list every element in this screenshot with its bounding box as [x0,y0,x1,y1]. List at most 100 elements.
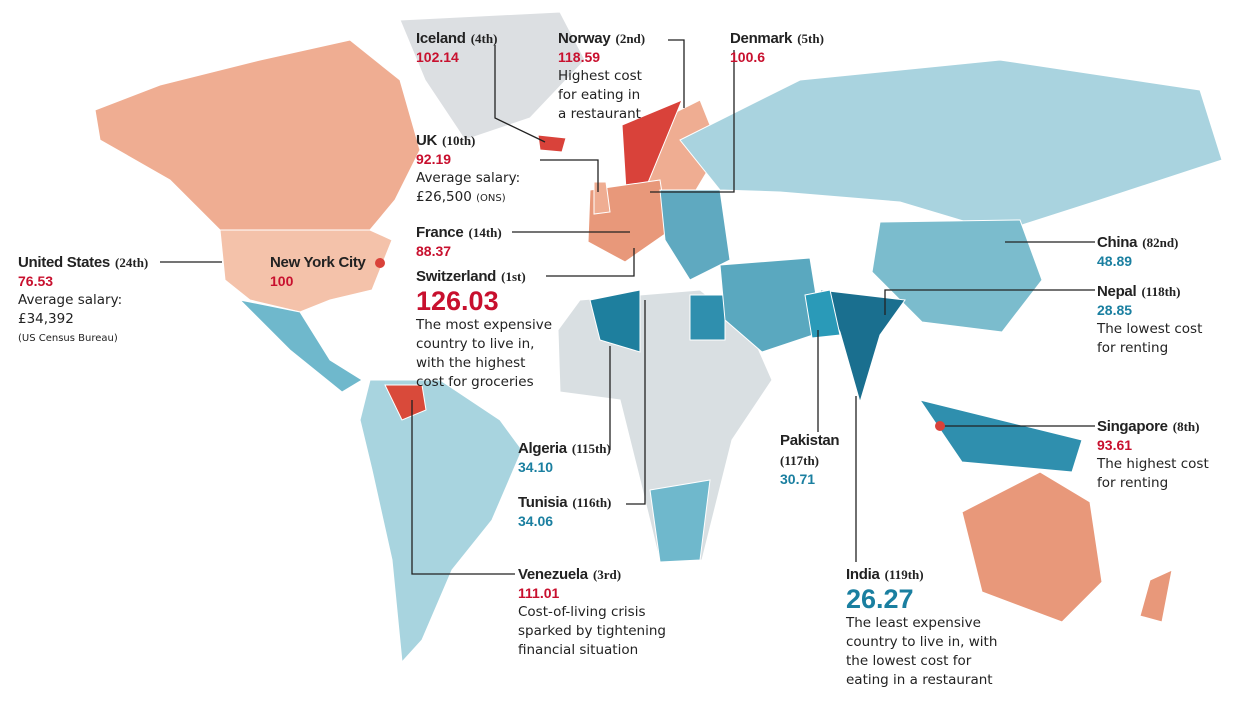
index-value: 34.10 [518,459,554,475]
rank: (117th) [780,453,819,468]
rank: (116th) [572,495,612,510]
canada [94,39,421,231]
note: for renting [1097,475,1169,491]
note: Cost-of-living crisis [518,604,646,620]
note: for renting [1097,340,1169,356]
rank: (4th) [470,31,498,46]
country-name: China [1097,234,1138,251]
index-value: 76.53 [18,273,54,289]
leader-line [884,289,1095,315]
rank: (8th) [1172,419,1200,434]
country-name: UK [416,132,438,149]
rank: (10th) [442,133,476,148]
annotation: United States (24th) 76.53 Average salary:… [18,252,148,348]
rank: (1st) [501,269,526,284]
country-name: Pakistan [780,432,840,449]
country-name: United States [18,254,110,271]
south-america [359,379,523,664]
country-name: Denmark [730,30,793,47]
index-value: 100 [270,273,294,289]
eastern-europe [659,189,731,281]
index-value: 102.14 [416,49,459,65]
greenland [399,11,586,141]
algeria [589,289,641,353]
source: (US Census Bureau) [18,333,118,344]
leader-line [494,45,546,143]
note: eating in a restaurant [846,672,993,688]
index-value: 111.01 [518,585,560,601]
index-value: 34.06 [518,513,554,529]
note: Average salary: [416,170,521,186]
country-name: Norway [558,30,611,47]
leader-line [546,248,635,277]
rank: (119th) [884,567,924,582]
index-value: 92.19 [416,151,452,167]
annotation: India (119th) 26.27 The least expensive cou… [846,564,997,690]
annotation: Iceland (4th) 102.14 [416,28,497,67]
note: Average salary: [18,292,123,308]
city-dot [375,258,385,268]
rank: (5th) [797,31,824,46]
leader-line [411,400,515,575]
country-name: Nepal [1097,283,1137,300]
index-value: 93.61 [1097,437,1133,453]
note: £26,500 (ONS) [416,189,506,205]
middle-east [719,257,823,353]
index-value: 26.27 [846,584,914,614]
note: financial situation [518,642,639,658]
note: The highest cost [1097,456,1209,472]
australia [961,471,1103,623]
new-zealand [1139,569,1173,623]
note: cost for groceries [416,374,534,390]
note: with the highest [416,355,526,371]
egypt [689,294,726,341]
indonesia [918,399,1083,473]
country-name: France [416,224,464,241]
annotation: Nepal (118th) 28.85 The lowest cost for ren… [1097,281,1202,358]
country-name: Switzerland [416,268,497,285]
rank: (82nd) [1142,235,1179,250]
annotation: Singapore (8th) 93.61 The highest cost for … [1097,416,1209,493]
index-value: 100.6 [730,49,766,65]
annotation: China (82nd) 48.89 [1097,232,1178,271]
annotation: Switzerland (1st) 126.03 The most expensiv… [416,266,552,392]
note: Highest cost [558,68,642,84]
country-name: Venezuela [518,566,588,583]
country-name: Singapore [1097,418,1168,435]
uk [593,181,611,215]
note: £34,392 [18,311,74,327]
index-value: 28.85 [1097,302,1133,318]
southern-africa [649,479,711,563]
rank: (115th) [571,441,611,456]
russia [679,59,1223,233]
city-dot [935,421,945,431]
central-america [238,299,363,393]
annotation: Venezuela (3rd) 111.01 Cost-of-living cris… [518,564,666,660]
index-value: 126.03 [416,286,499,316]
venezuela [384,384,427,421]
note: sparked by tightening [518,623,666,639]
note: a restaurant [558,106,641,122]
index-value: 88.37 [416,243,452,259]
rank: (3rd) [592,567,622,582]
pakistan [804,289,841,339]
note: country to live in, [416,336,535,352]
country-name: New York City [270,254,366,271]
country-name: Tunisia [518,494,568,511]
note: country to live in, with [846,634,998,650]
rank: (14th) [468,225,502,240]
index-value: 48.89 [1097,253,1133,269]
note: The most expensive [416,317,552,333]
country-name: India [846,566,880,583]
annotation: New York City 100 [270,252,366,291]
annotation: Algeria (115th) 34.10 [518,438,611,477]
annotation: Pakistan (117th) 30.71 [780,430,840,489]
note: The least expensive [846,615,981,631]
country-name: Iceland [416,30,466,47]
iceland [537,134,567,153]
leader-line [540,159,599,192]
china [871,219,1043,333]
annotation: Norway (2nd) 118.59 Highest cost for eating… [558,28,645,124]
